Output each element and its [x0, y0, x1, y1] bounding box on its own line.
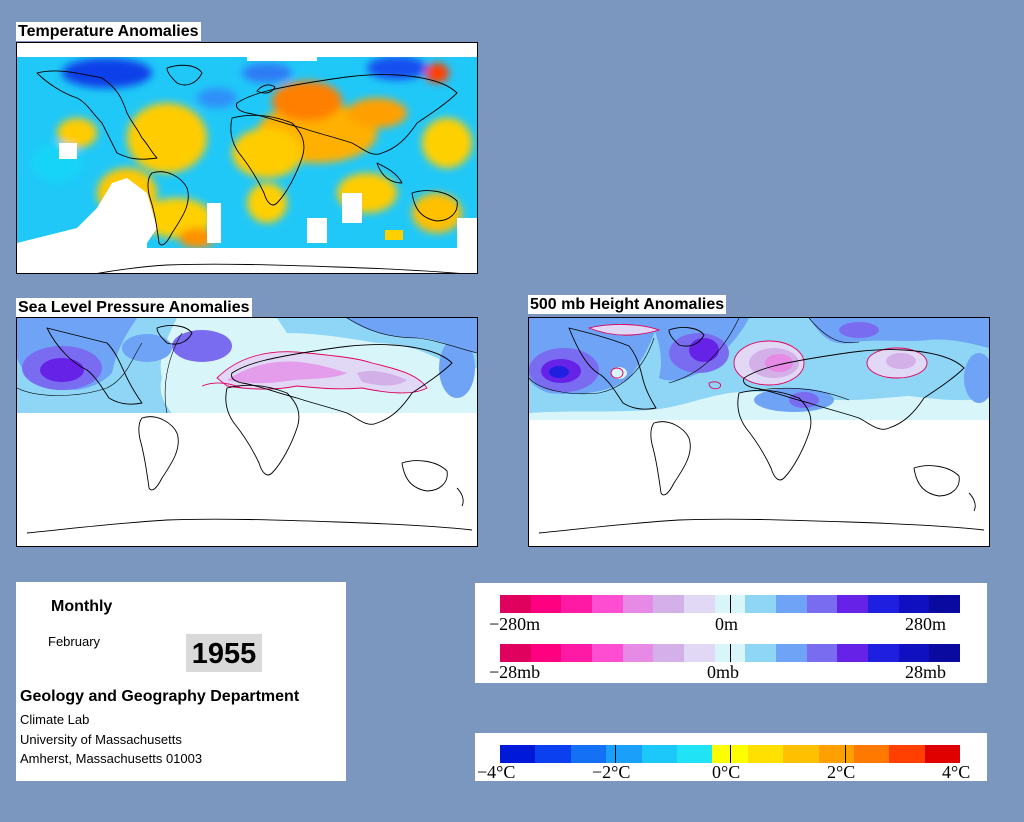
height-swatch-8 [745, 595, 777, 613]
pressure-swatch-1 [530, 644, 562, 662]
height-zero-tick [730, 595, 731, 613]
pressure-zero-tick [730, 644, 731, 662]
pressure-swatch-3 [592, 644, 623, 662]
height-swatch-4 [622, 595, 654, 613]
500mb-height-anomaly-map [528, 317, 990, 547]
temp-minus2-tick [615, 745, 616, 763]
temperature-swatch-0 [500, 745, 536, 763]
month-label: February [48, 634, 101, 649]
pressure-swatch-0 [500, 644, 531, 662]
slp-panel-title: Sea Level Pressure Anomalies [16, 298, 252, 317]
height-panel-title: 500 mb Height Anomalies [528, 295, 727, 314]
temperature-panel-title: Temperature Anomalies [16, 22, 201, 41]
temperature-swatch-1 [535, 745, 571, 763]
height-max-label: 280m [905, 614, 947, 634]
temperature-swatch-12 [924, 745, 961, 763]
pressure-swatch-11 [837, 644, 869, 662]
pressure-swatch-2 [561, 644, 593, 662]
temperature-color-scale [500, 745, 961, 763]
pressure-swatch-4 [622, 644, 654, 662]
height-pressure-legend: −280m 0m 280m −28mb 0mb 28mb [475, 583, 987, 683]
pressure-swatch-5 [653, 644, 685, 662]
height-swatch-3 [592, 595, 623, 613]
height-min-label: −280m [489, 614, 541, 634]
pressure-zero-label: 0mb [707, 662, 740, 682]
height-color-scale [500, 595, 961, 613]
height-swatch-10 [806, 595, 838, 613]
pressure-swatch-8 [745, 644, 777, 662]
temperature-swatch-5 [676, 745, 713, 763]
temperature-swatch-9 [818, 745, 854, 763]
temp-zero-label: 0°C [712, 762, 741, 782]
temp-plus4-label: 4°C [942, 762, 971, 782]
temperature-swatch-2 [570, 745, 607, 763]
temperature-legend: −4°C −2°C 0°C 2°C 4°C [475, 733, 987, 781]
pressure-color-scale [500, 644, 961, 662]
height-swatch-6 [684, 595, 715, 613]
temperature-swatch-3 [606, 745, 642, 763]
period-label: Monthly [51, 598, 113, 615]
sea-level-pressure-anomaly-map [16, 317, 478, 547]
height-swatch-13 [898, 595, 930, 613]
year-display: 1955 [186, 634, 262, 672]
temperature-anomaly-map [16, 42, 478, 274]
height-swatch-11 [837, 595, 869, 613]
pressure-swatch-6 [684, 644, 715, 662]
height-swatch-12 [868, 595, 899, 613]
temp-zero-tick [730, 745, 731, 763]
pressure-swatch-9 [776, 644, 807, 662]
temp-plus2-tick [845, 745, 846, 763]
temp-minus4-label: −4°C [477, 762, 516, 782]
department-name: Geology and Geography Department [20, 688, 300, 705]
height-swatch-0 [500, 595, 531, 613]
height-swatch-1 [530, 595, 562, 613]
temperature-swatch-11 [889, 745, 925, 763]
pressure-swatch-12 [868, 644, 899, 662]
temperature-swatch-4 [641, 745, 677, 763]
temperature-swatch-7 [747, 745, 784, 763]
height-swatch-14 [929, 595, 961, 613]
height-swatch-2 [561, 595, 593, 613]
height-swatch-5 [653, 595, 685, 613]
height-zero-label: 0m [715, 614, 739, 634]
pressure-max-label: 28mb [905, 662, 947, 682]
pressure-swatch-13 [898, 644, 930, 662]
pressure-min-label: −28mb [489, 662, 541, 682]
lab-name: Climate Lab [20, 712, 90, 727]
temperature-swatch-10 [853, 745, 890, 763]
pressure-swatch-14 [929, 644, 961, 662]
temp-minus2-label: −2°C [592, 762, 631, 782]
height-swatch-9 [776, 595, 807, 613]
temp-plus2-label: 2°C [827, 762, 856, 782]
university-name: University of Massachusetts [20, 732, 182, 747]
pressure-swatch-10 [806, 644, 838, 662]
address-line: Amherst, Massachusetts 01003 [20, 751, 203, 766]
temperature-swatch-8 [783, 745, 819, 763]
info-panel: Monthly February 1955 Geology and Geogra… [16, 582, 346, 781]
